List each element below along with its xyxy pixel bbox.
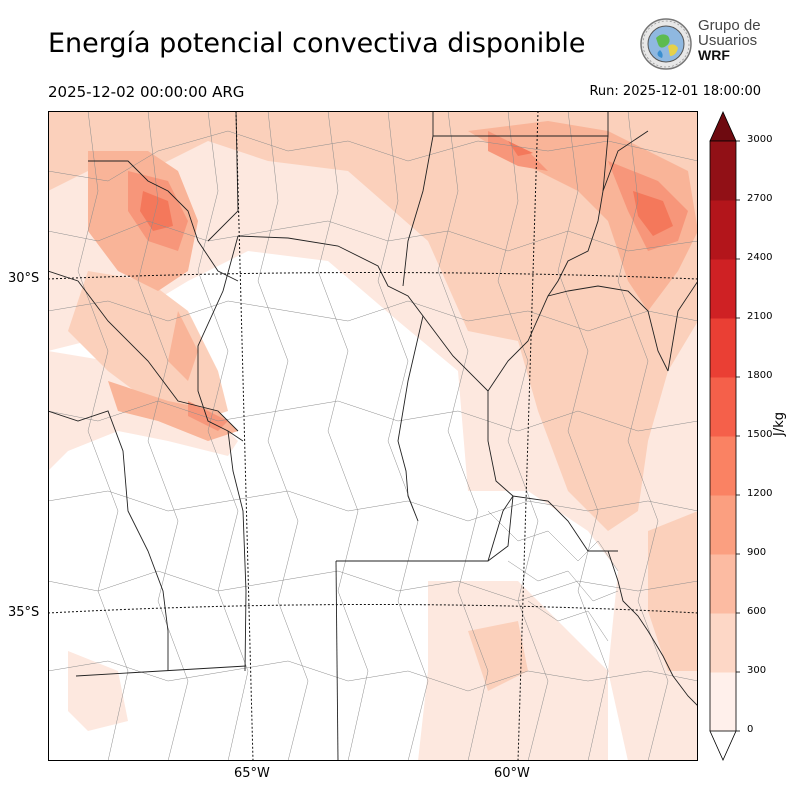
- cape-fill-area: [648, 511, 698, 671]
- department-boundaries: [48, 111, 698, 761]
- colorbar-scale: [709, 111, 740, 761]
- map-canvas: [48, 111, 698, 761]
- globe-logo-icon: [640, 18, 692, 70]
- map-frame: [48, 111, 698, 761]
- colorbar-tick-label: 3000: [747, 134, 773, 145]
- colorbar-tick-label: 2400: [747, 252, 773, 263]
- colorbar-tick-label: 1200: [747, 488, 773, 499]
- colorbar-segment: [710, 672, 736, 732]
- cape-fill-area: [188, 401, 228, 431]
- latitude-line-35s: [48, 604, 698, 614]
- cape-fill-area: [68, 651, 128, 731]
- valid-time: 2025-12-02 00:00:00 ARG: [48, 83, 245, 101]
- run-time: Run: 2025-12-01 18:00:00: [589, 84, 761, 99]
- wrf-users-group-logo: Grupo de Usuarios WRF: [638, 16, 768, 72]
- latitude-line-30s: [48, 272, 698, 280]
- lon-label-60w: 60°W: [494, 766, 530, 781]
- colorbar-segment: [710, 613, 736, 673]
- chart-title: Energía potencial convectiva disponible: [48, 28, 586, 59]
- longitude-line-60w: [517, 111, 539, 761]
- cape-fill-area: [168, 311, 198, 381]
- colorbar-segment: [710, 554, 736, 614]
- colorbar-tick-label: 2700: [747, 193, 773, 204]
- cape-fill-area: [633, 191, 673, 236]
- colorbar-segment: [710, 259, 736, 319]
- colorbar-tick-label: 600: [747, 606, 767, 617]
- colorbar-under-extension: [709, 730, 737, 761]
- lat-label-30s: 30°S: [8, 271, 40, 286]
- lon-label-65w: 65°W: [234, 766, 270, 781]
- colorbar-tick-label: 2100: [747, 311, 773, 322]
- colorbar-segment: [710, 495, 736, 555]
- cape-fill-area: [108, 381, 238, 441]
- colorbar-tick-label: 1500: [747, 429, 773, 440]
- colorbar-over-extension: [709, 111, 737, 142]
- cape-fill-area: [68, 271, 228, 421]
- longitude-line-65w: [235, 111, 254, 761]
- cape-fill-area: [48, 111, 698, 531]
- cape-fill-level-2: [48, 111, 698, 691]
- province-boundaries: [48, 111, 698, 761]
- colorbar-tick-label: 900: [747, 547, 767, 558]
- colorbar-segment: [710, 318, 736, 378]
- cape-fill-area: [468, 621, 528, 691]
- colorbar: 0 300 600 900 1200 1500 1800 2100 2400 2700 3000: [708, 111, 798, 761]
- colorbar-tick-label: 1800: [747, 370, 773, 381]
- cape-fill-area: [468, 121, 698, 311]
- lat-label-35s: 35°S: [8, 605, 40, 620]
- logo-text-line1: Grupo de: [698, 17, 761, 34]
- logo-text-line2: Usuarios: [698, 32, 758, 49]
- cape-map: [48, 111, 698, 761]
- coastline: [607, 550, 698, 707]
- colorbar-unit-label: J/kg: [772, 412, 787, 436]
- colorbar-segment: [710, 436, 736, 496]
- colorbar-segment: [710, 141, 736, 201]
- colorbar-segment: [710, 200, 736, 260]
- graticule: [48, 111, 698, 761]
- colorbar-segment: [710, 377, 736, 437]
- colorbar-tick-label: 300: [747, 665, 767, 676]
- logo-text-wrf: WRF: [698, 47, 730, 63]
- cape-fill-area: [508, 141, 533, 156]
- colorbar-tick-label: 0: [747, 724, 754, 735]
